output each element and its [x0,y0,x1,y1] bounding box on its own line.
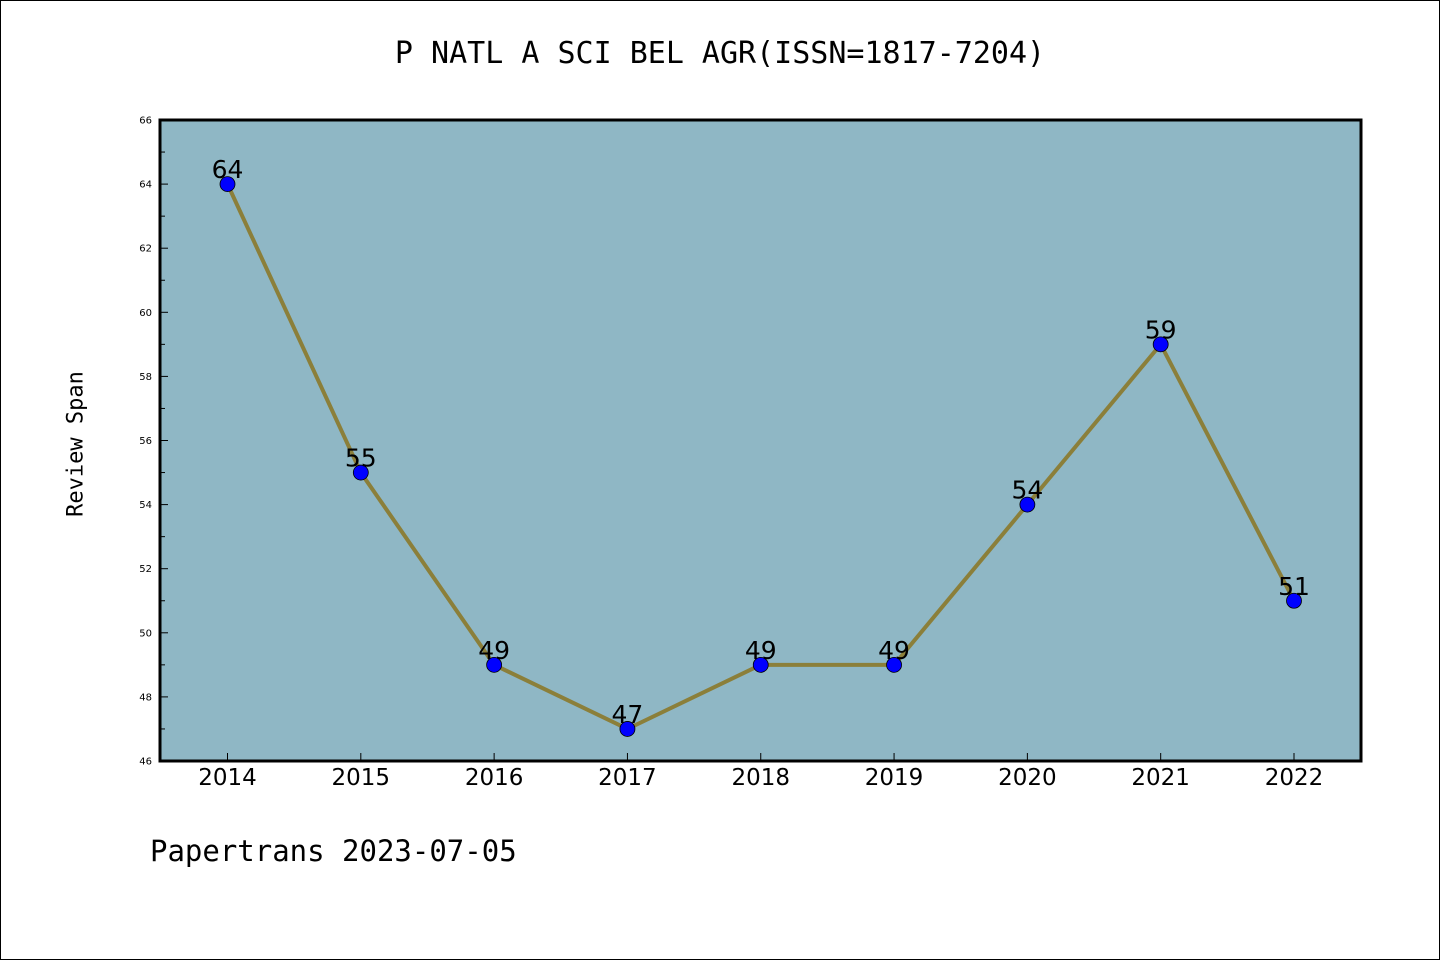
x-tick-label: 2020 [998,765,1057,791]
x-tick-label: 2016 [465,765,524,791]
data-label: 49 [478,636,510,665]
y-tick-label: 64 [139,180,152,191]
data-point [486,656,503,673]
y-axis: 46 48 50 52 54 56 58 60 62 64 66 [139,116,168,768]
data-label: 55 [345,444,377,473]
data-point [352,464,369,481]
data-label: 49 [878,636,910,665]
data-label: 64 [212,155,244,184]
y-tick-label: 46 [139,757,152,768]
x-axis: 2014 2015 2016 2017 2018 2019 2020 2021 2022 [198,753,1323,791]
plot-area [158,118,1363,763]
y-tick-label: 58 [139,372,152,383]
data-point [886,656,902,673]
data-point [219,176,236,193]
y-tick-label: 66 [139,116,152,127]
y-tick-label: 56 [139,436,152,447]
y-tick-label: 62 [139,244,152,255]
x-tick-label: 2014 [198,765,257,791]
x-tick-label: 2015 [332,765,391,791]
y-tick-label: 52 [139,564,152,575]
data-point [752,656,769,673]
footer-text: Papertrans 2023-07-05 [150,834,517,868]
data-label: 59 [1145,315,1177,344]
y-tick-label: 54 [139,500,152,511]
data-point [1152,336,1169,353]
data-label: 49 [745,636,777,665]
y-tick-label: 48 [139,692,152,703]
x-tick-label: 2022 [1265,765,1324,791]
x-tick-label: 2019 [865,765,924,791]
x-tick-label: 2018 [731,765,790,791]
data-point [619,721,636,737]
series-layer: 64 55 49 47 49 49 54 59 51 [212,155,1310,737]
data-label: 47 [612,700,644,729]
y-tick-label: 60 [139,308,152,319]
data-point [1019,496,1036,513]
data-label: 51 [1278,572,1310,601]
data-label: 54 [1011,476,1043,505]
x-tick-label: 2021 [1131,765,1190,791]
y-tick-label: 50 [139,628,152,639]
chart-title: P NATL A SCI BEL AGR(ISSN=1817-7204) [394,36,1046,71]
x-tick-label: 2017 [598,765,657,791]
data-point [1286,592,1302,609]
